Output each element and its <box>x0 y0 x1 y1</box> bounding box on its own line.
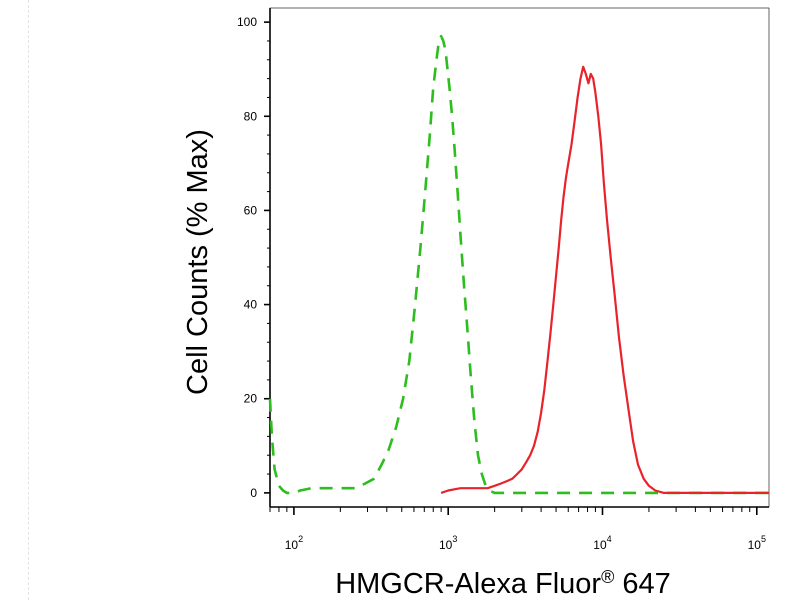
y-tick-label: 100 <box>237 15 257 29</box>
dashed-series-line <box>268 34 769 495</box>
x-tick-label: 103 <box>439 534 457 552</box>
x-axis-ticks: 102 103 104 105 <box>269 507 766 552</box>
y-tick-label: 80 <box>244 109 258 123</box>
plot-frame <box>269 7 770 508</box>
y-tick-label: 20 <box>244 392 258 406</box>
x-axis-title: HMGCR-Alexa Fluor® 647 <box>335 567 671 600</box>
y-tick-label: 60 <box>244 203 258 217</box>
solid-series-line <box>440 65 769 494</box>
y-tick-label: 0 <box>250 486 257 500</box>
x-tick-label: 105 <box>748 534 766 552</box>
left-guide-line <box>28 0 29 600</box>
x-axis-title-suffix: 647 <box>614 568 670 600</box>
x-tick-label: 104 <box>593 534 611 552</box>
y-axis-title: Cell Counts (% Max) <box>182 129 214 395</box>
y-tick-label: 40 <box>244 298 258 312</box>
x-axis-title-superscript: ® <box>601 567 614 587</box>
x-tick-label: 102 <box>285 534 303 552</box>
histogram-series <box>268 34 769 495</box>
y-axis-ticks: 0 20 40 60 80 100 <box>237 15 270 500</box>
x-axis-title-main: HMGCR-Alexa Fluor <box>335 568 601 600</box>
